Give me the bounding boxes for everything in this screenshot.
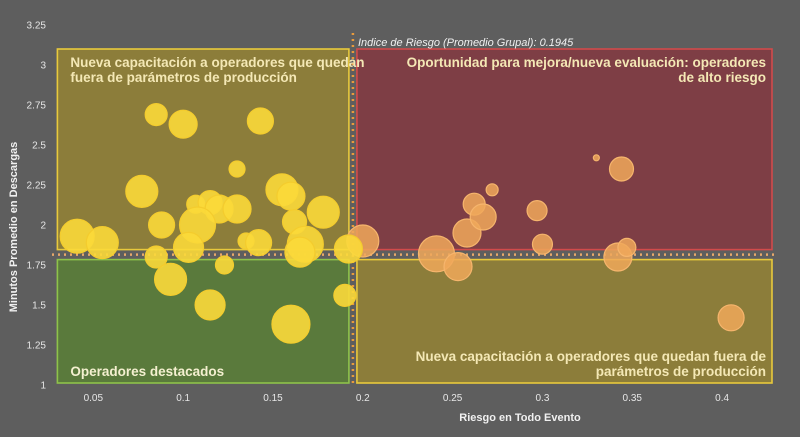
quadrant-label-top-right: Oportunidad para mejora/nueva evaluación… xyxy=(407,55,766,70)
y-tick-label: 2.75 xyxy=(27,101,47,112)
bubble-point xyxy=(617,237,637,257)
bubble-point xyxy=(717,304,745,332)
bubble-point xyxy=(526,200,548,222)
bubble-point xyxy=(276,181,306,211)
quadrant-top-right xyxy=(356,48,773,251)
bubble-point xyxy=(168,109,198,139)
bubble-point xyxy=(443,252,473,282)
bubble-point xyxy=(592,154,600,162)
x-tick-label: 0.4 xyxy=(715,393,729,404)
y-tick-label: 1.75 xyxy=(27,261,47,272)
y-tick-label: 1 xyxy=(40,381,46,392)
bubble-point xyxy=(531,233,554,255)
y-tick-label: 2 xyxy=(40,221,46,232)
x-tick-label: 0.25 xyxy=(443,393,463,404)
y-tick-label: 3.25 xyxy=(27,21,47,32)
bubble-point xyxy=(306,195,340,229)
bubble-point xyxy=(214,255,235,275)
bubble-point xyxy=(245,229,273,257)
bubble-point xyxy=(228,160,246,178)
bubble-point xyxy=(85,226,119,260)
bubble-point xyxy=(222,194,252,224)
x-tick-label: 0.05 xyxy=(84,393,104,404)
bubble-point xyxy=(485,183,499,197)
quadrant-label-bottom-right: Nueva capacitación a operadores que qued… xyxy=(416,349,767,364)
x-axis-label: Riesgo en Todo Evento xyxy=(459,412,581,424)
bubble-point xyxy=(144,102,168,127)
bubble-point xyxy=(144,245,168,269)
bubble-point xyxy=(333,234,364,264)
y-axis-label: Minutos Promedio en Descargas xyxy=(8,142,20,313)
quadrant-bottom-right xyxy=(356,258,773,384)
bubble-point xyxy=(284,236,316,268)
x-tick-label: 0.3 xyxy=(535,393,549,404)
quadrant-label-bottom-right: parámetros de producción xyxy=(596,364,766,379)
x-tick-label: 0.35 xyxy=(623,393,643,404)
x-tick-label: 0.2 xyxy=(356,393,370,404)
y-tick-label: 2.25 xyxy=(27,181,47,192)
bubble-point xyxy=(271,304,311,344)
y-tick-label: 1.5 xyxy=(32,301,46,312)
bubble-point xyxy=(194,289,226,321)
x-tick-label: 0.1 xyxy=(176,393,190,404)
y-tick-label: 3 xyxy=(40,61,46,72)
bubble-point xyxy=(608,156,635,182)
bubble-point xyxy=(333,283,357,307)
bubble-point xyxy=(147,211,176,239)
bubble-point xyxy=(246,107,274,135)
bubble-point xyxy=(125,174,159,208)
bubble-point xyxy=(469,203,497,231)
y-tick-label: 2.5 xyxy=(32,141,46,152)
reference-label: Indice de Riesgo (Promedio Grupal): 0.19… xyxy=(358,37,574,49)
quadrant-label-bottom-left: Operadores destacados xyxy=(70,364,224,379)
y-tick-label: 1.25 xyxy=(27,341,47,352)
quadrant-label-top-left: Nueva capacitación a operadores que qued… xyxy=(70,55,364,70)
bubble-point xyxy=(153,262,188,296)
bubble-point xyxy=(172,231,205,263)
quadrant-label-top-left: fuera de parámetros de producción xyxy=(70,70,297,85)
quadrant-label-top-right: de alto riesgo xyxy=(678,70,766,85)
x-tick-label: 0.15 xyxy=(263,393,283,404)
